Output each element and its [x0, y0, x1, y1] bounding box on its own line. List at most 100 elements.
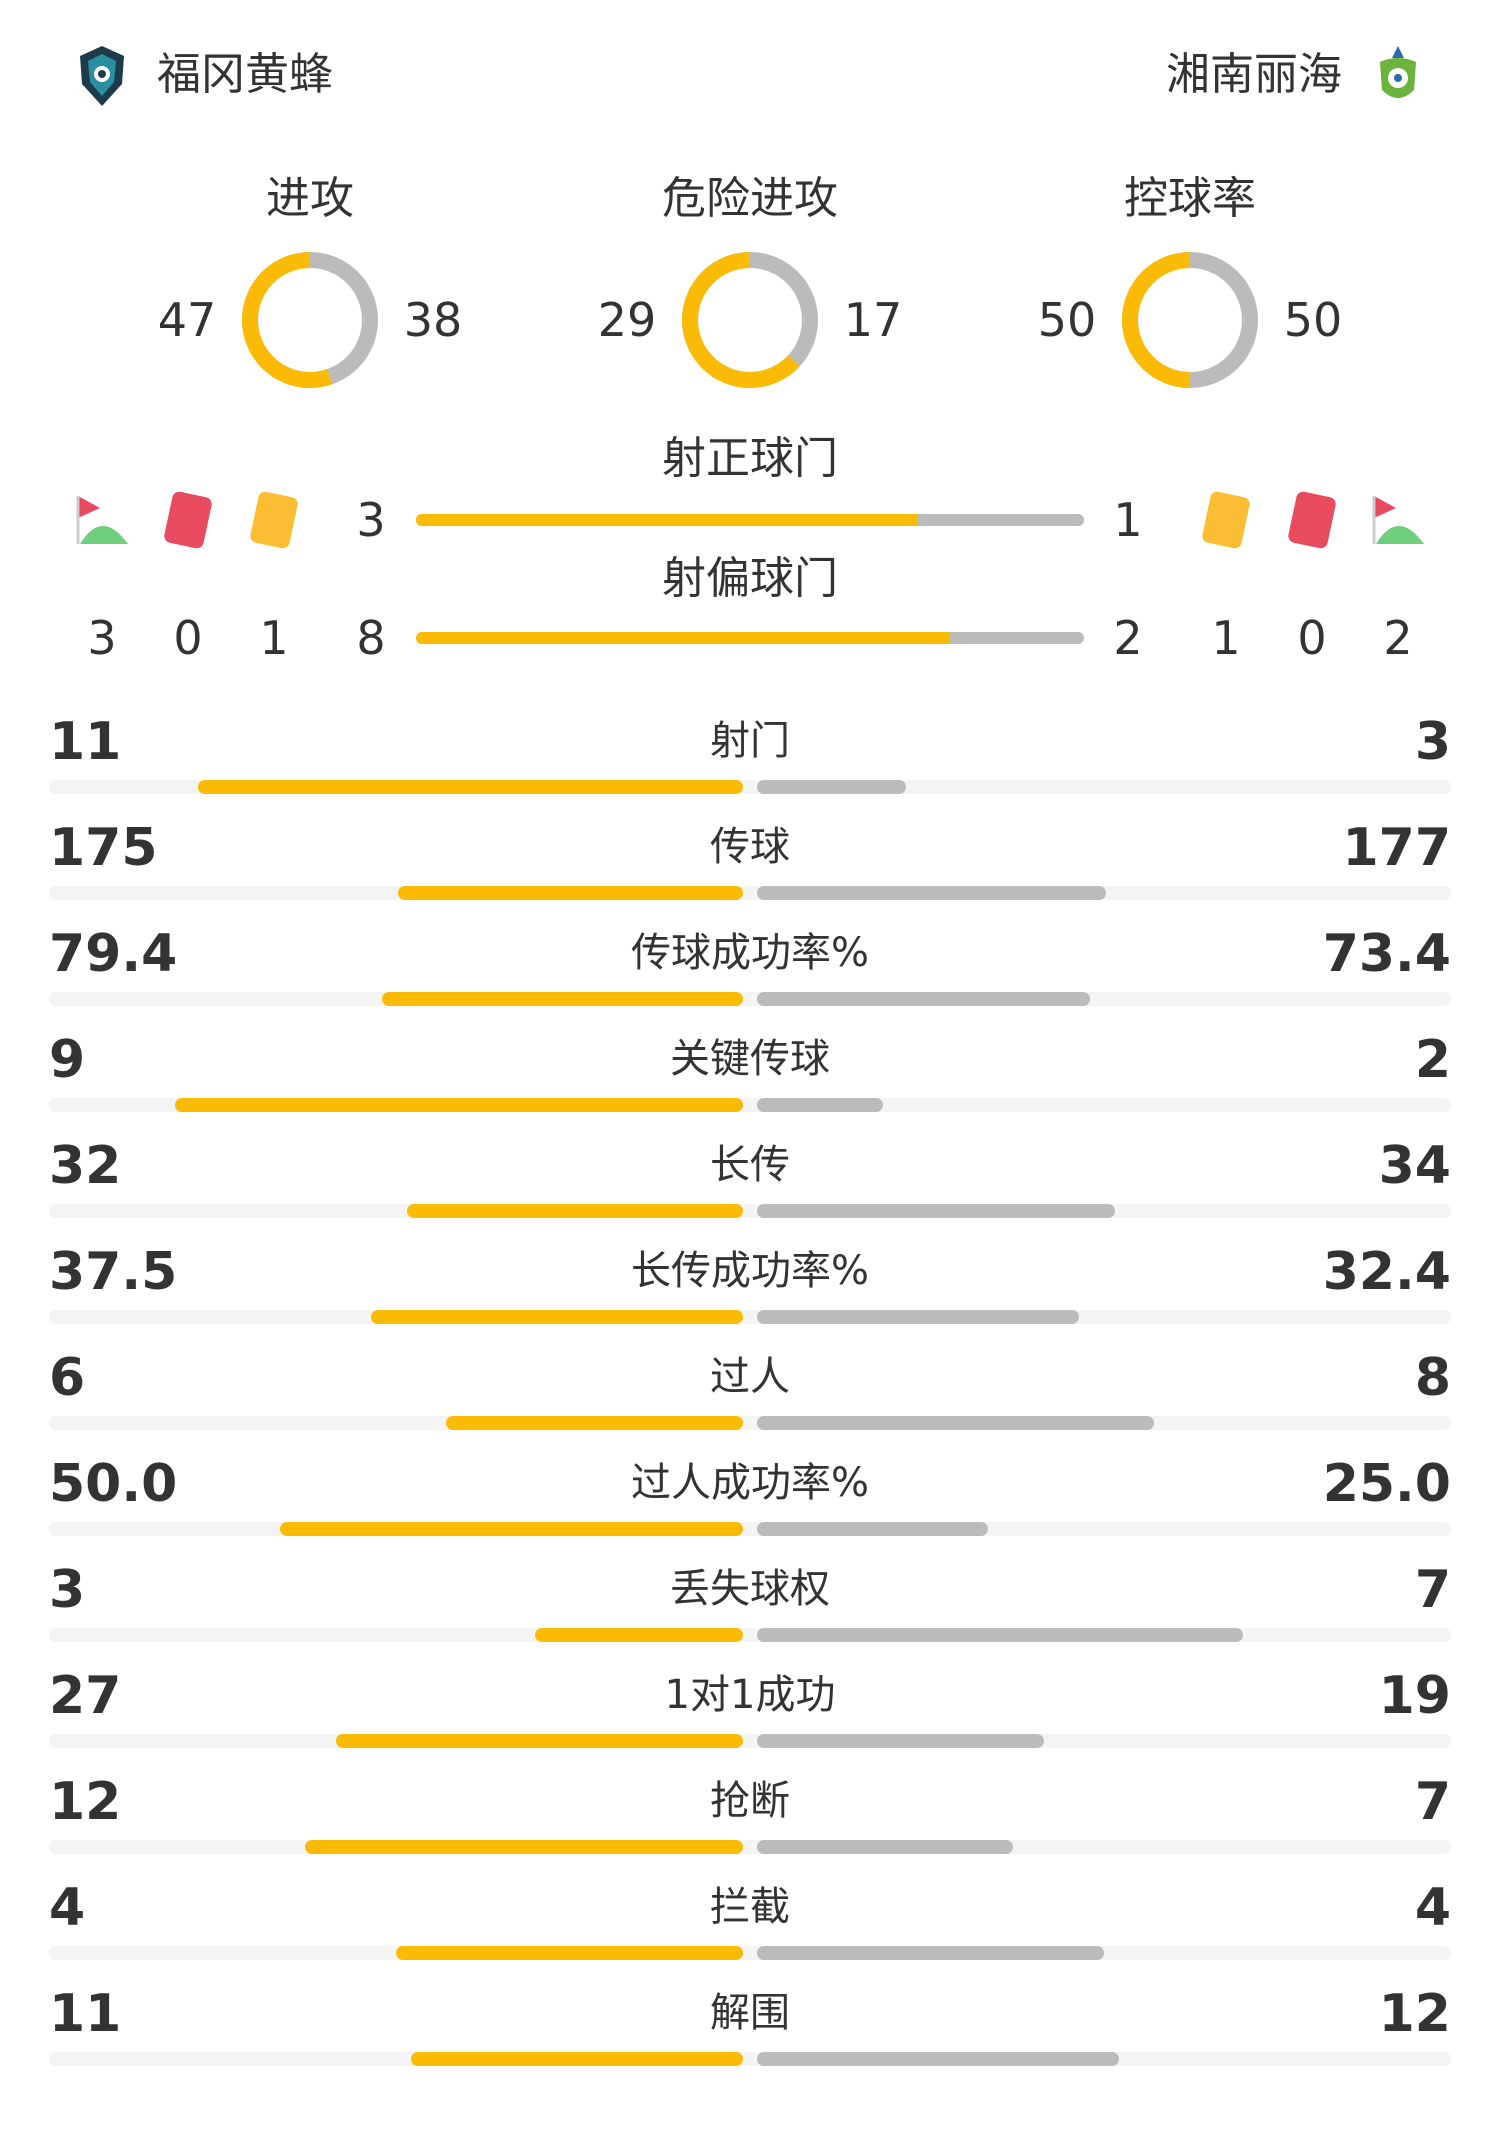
stat-label: 过人 — [710, 1354, 790, 1400]
stat-label: 传球成功率% — [630, 930, 869, 976]
stat-home-value: 12 — [49, 1772, 122, 1832]
shots-off-bar — [416, 632, 1084, 644]
stat-bar-track — [49, 1946, 1451, 1960]
stat-row: 6 过人 8 — [49, 1348, 1451, 1454]
stat-row: 4 拦截 4 — [49, 1878, 1451, 1984]
home-red-cards: 0 — [173, 611, 203, 665]
stat-label: 射门 — [710, 718, 790, 764]
stat-away-value: 73.4 — [1322, 924, 1451, 984]
away-corner-flag-icon — [1372, 496, 1424, 544]
stat-label: 传球 — [710, 824, 790, 870]
stat-bar-track — [49, 1734, 1451, 1748]
stat-label: 抢断 — [710, 1778, 790, 1824]
shots-off-title: 射偏球门 — [662, 553, 838, 604]
stat-home-bar — [382, 992, 743, 1006]
stat-away-bar — [757, 1840, 1013, 1854]
away-corners: 2 — [1383, 611, 1413, 665]
stat-label: 拦截 — [710, 1884, 790, 1930]
stat-home-value: 9 — [49, 1030, 86, 1090]
stat-home-bar — [335, 1734, 743, 1748]
shots-off-home-fill — [416, 632, 951, 644]
donut-title: 控球率 — [1124, 173, 1256, 224]
stat-home-value: 175 — [49, 818, 158, 878]
away-red-cards: 0 — [1297, 611, 1327, 665]
shots-off-home: 8 — [356, 611, 386, 665]
home-team-name: 福冈黄蜂 — [157, 49, 333, 100]
stat-away-value: 3 — [1414, 712, 1451, 772]
donut-home-value: 47 — [157, 293, 217, 347]
away-yellow-cards: 1 — [1211, 611, 1241, 665]
stat-away-value: 8 — [1414, 1348, 1451, 1408]
shots-off-away: 2 — [1113, 611, 1143, 665]
shots-on-away: 1 — [1113, 493, 1143, 547]
donut-chart — [242, 252, 378, 388]
stat-label: 长传成功率% — [630, 1248, 869, 1294]
stat-away-bar — [757, 2052, 1120, 2066]
stat-home-value: 37.5 — [49, 1242, 178, 1302]
donut-away-value: 38 — [403, 293, 463, 347]
stat-home-bar — [411, 2052, 743, 2066]
stat-away-bar — [757, 1946, 1104, 1960]
stat-label: 长传 — [710, 1142, 790, 1188]
stat-away-value: 19 — [1378, 1666, 1451, 1726]
stat-row: 9 关键传球 2 — [49, 1030, 1451, 1136]
home-corners: 3 — [87, 611, 117, 665]
donut-home-arc — [682, 252, 818, 388]
donut-away-value: 50 — [1283, 293, 1343, 347]
stat-label: 1对1成功 — [664, 1672, 836, 1718]
stat-away-bar — [757, 1522, 989, 1536]
avispa-fukuoka-crest-icon — [80, 46, 124, 106]
stat-label: 丢失球权 — [670, 1566, 830, 1612]
stat-home-value: 6 — [49, 1348, 86, 1408]
stat-away-value: 4 — [1414, 1878, 1451, 1938]
home-yellow-cards: 1 — [259, 611, 289, 665]
stat-bar-track — [49, 1840, 1451, 1854]
stat-home-value: 3 — [49, 1560, 86, 1620]
stat-away-value: 12 — [1378, 1984, 1451, 2044]
stat-home-bar — [445, 1416, 743, 1430]
home-red-card-icon — [163, 490, 213, 550]
donut-title: 进攻 — [266, 173, 354, 224]
donut-away-value: 17 — [843, 293, 903, 347]
stat-home-bar — [197, 780, 743, 794]
stat-home-value: 11 — [49, 1984, 122, 2044]
shots-on-home: 3 — [356, 493, 386, 547]
stat-home-bar — [175, 1098, 743, 1112]
stat-bar-track — [49, 886, 1451, 900]
stat-home-value: 50.0 — [49, 1454, 178, 1514]
stat-row: 27 1对1成功 19 — [49, 1666, 1451, 1772]
stat-home-value: 32 — [49, 1136, 122, 1196]
stat-bar-track — [49, 1522, 1451, 1536]
stat-away-value: 7 — [1414, 1560, 1451, 1620]
stat-home-bar — [280, 1522, 743, 1536]
shots-on-bar — [416, 514, 1084, 526]
stat-row: 175 传球 177 — [49, 818, 1451, 924]
donut-title: 危险进攻 — [662, 173, 838, 224]
stat-bar-track — [49, 1310, 1451, 1324]
stat-away-bar — [757, 780, 906, 794]
stat-home-bar — [534, 1628, 743, 1642]
stat-away-value: 32.4 — [1322, 1242, 1451, 1302]
stat-row: 11 解围 12 — [49, 1984, 1451, 2090]
stat-home-bar — [396, 1946, 743, 1960]
stat-row: 32 长传 34 — [49, 1136, 1451, 1242]
stat-away-value: 2 — [1414, 1030, 1451, 1090]
stat-away-bar — [757, 1734, 1044, 1748]
donut-chart — [1122, 252, 1258, 388]
stat-away-value: 25.0 — [1322, 1454, 1451, 1514]
away-yellow-card-icon — [1201, 490, 1251, 550]
stat-home-bar — [370, 1310, 743, 1324]
stat-bar-track — [49, 1204, 1451, 1218]
stat-away-bar — [757, 1310, 1079, 1324]
donut-home-value: 29 — [597, 293, 657, 347]
stat-bar-track — [49, 1416, 1451, 1430]
stat-home-value: 27 — [49, 1666, 122, 1726]
stat-home-bar — [304, 1840, 743, 1854]
stat-away-bar — [757, 886, 1106, 900]
stat-away-bar — [757, 1204, 1115, 1218]
stat-label: 关键传球 — [670, 1036, 830, 1082]
stat-away-value: 7 — [1414, 1772, 1451, 1832]
stat-bar-track — [49, 2052, 1451, 2066]
home-yellow-card-icon — [249, 490, 299, 550]
donut-home-value: 50 — [1037, 293, 1097, 347]
